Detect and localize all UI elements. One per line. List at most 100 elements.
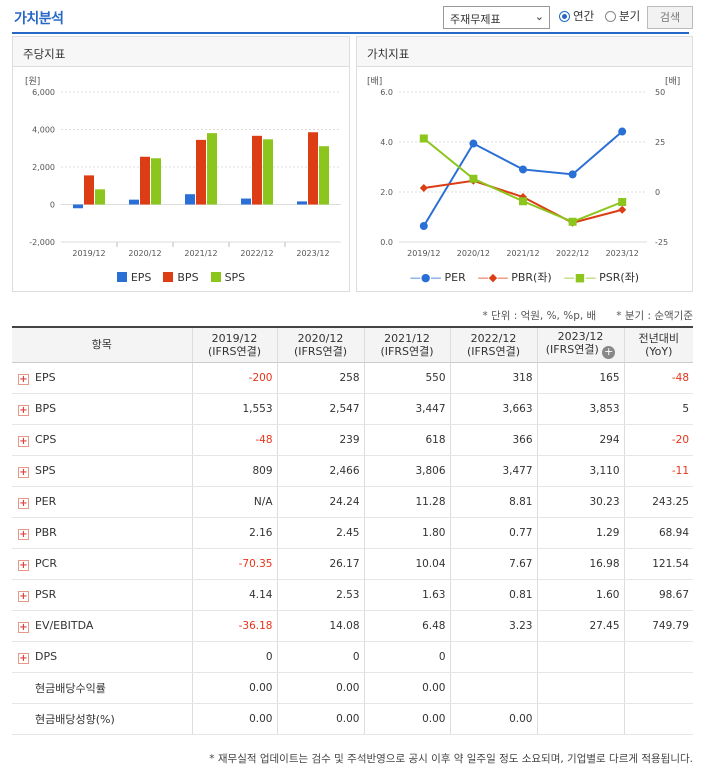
statement-select[interactable]: 주재무제표 ⌄ xyxy=(443,6,550,29)
expand-plus-icon[interactable]: + xyxy=(18,404,29,416)
legend-label: PER xyxy=(444,270,466,284)
row-label-text: 현금배당성향(%) xyxy=(35,712,115,726)
point-per xyxy=(519,165,527,174)
table-cell: 165 xyxy=(537,362,625,394)
table-cell: -36.18 xyxy=(192,610,278,642)
table-cell: 0.77 xyxy=(450,517,538,549)
valuation-legend: —●— PER —◆— PBR(좌) —■— PSR(좌) xyxy=(357,269,692,285)
bar-bps xyxy=(308,132,318,205)
table-cell: -200 xyxy=(192,362,278,394)
bar-bps xyxy=(84,175,94,205)
expand-plus-icon[interactable]: + xyxy=(18,528,29,540)
table-row: + EV/EBITDA -36.18 14.08 6.48 3.23 27.45 749.79 xyxy=(12,610,693,642)
table-cell: 3,110 xyxy=(537,455,625,487)
x-tick-label: 2023/12 xyxy=(296,249,329,258)
bar-sps xyxy=(319,146,329,205)
expand-plus-icon[interactable]: + xyxy=(18,497,29,509)
legend-item[interactable]: EPS xyxy=(116,271,151,284)
legend-item[interactable]: —●— PER xyxy=(410,271,466,284)
valuation-title: 가치지표 xyxy=(357,37,692,67)
bar-eps xyxy=(297,201,307,205)
point-per xyxy=(568,170,577,179)
table-cell: 0 xyxy=(277,641,365,673)
expand-plus-icon[interactable]: + xyxy=(18,652,29,664)
table-cell: 243.25 xyxy=(624,486,693,518)
table-cell: 0.00 xyxy=(192,672,278,704)
table-cell: -48 xyxy=(192,424,278,456)
point-psr xyxy=(469,174,478,183)
expand-plus-icon[interactable]: + xyxy=(602,345,616,360)
legend-item[interactable]: —■— PSR(좌) xyxy=(564,269,639,285)
value-table: 항목 2019/12 (IFRS연결) 2020/12 (IFRS연결) 2021/12(… xyxy=(12,328,693,735)
row-label[interactable]: + EV/EBITDA xyxy=(12,610,193,642)
table-row: + DPS 0 0 0 xyxy=(12,641,693,673)
select-value: 주재무제표 xyxy=(450,13,501,26)
per-share-panel: 주당지표 [원] 6,000 4,000 2,000 0 -2,000 2019/12 202… xyxy=(12,36,350,292)
point-psr xyxy=(568,217,577,226)
point-pbr xyxy=(419,184,428,192)
table-cell: 2.16 xyxy=(192,517,278,549)
table-cell: -11 xyxy=(624,455,693,487)
row-label[interactable]: + CPS xyxy=(12,424,193,456)
table-cell: 1.29 xyxy=(537,517,625,549)
table-cell: 2.45 xyxy=(277,517,365,549)
row-label[interactable]: + PER xyxy=(12,486,193,518)
bar-eps xyxy=(241,198,251,205)
table-cell: 30.23 xyxy=(537,486,625,518)
row-label[interactable]: + PBR xyxy=(12,517,193,549)
row-label[interactable]: + PSR xyxy=(12,579,193,611)
table-cell: 6.48 xyxy=(364,610,451,642)
unit-note: * 단위 : 억원, %, %p, 배 * 분기 : 순액기준 xyxy=(0,308,693,323)
table-cell: 3,477 xyxy=(450,455,538,487)
legend-item[interactable]: BPS xyxy=(163,271,199,284)
expand-plus-icon[interactable]: + xyxy=(18,435,29,447)
expand-plus-icon[interactable]: + xyxy=(18,621,29,633)
row-label[interactable]: + PCR xyxy=(12,548,193,580)
legend-marker: —●— xyxy=(409,270,442,284)
expand-plus-icon[interactable]: + xyxy=(18,590,29,602)
expand-plus-icon[interactable]: + xyxy=(18,559,29,571)
row-label[interactable]: + SPS xyxy=(12,455,193,487)
radio-checked-icon xyxy=(559,10,570,22)
legend-swatch xyxy=(210,272,221,282)
table-row: + SPS 809 2,466 3,806 3,477 3,110 -11 xyxy=(12,455,693,487)
table-cell: 0.00 xyxy=(364,672,451,704)
table-cell: 24.24 xyxy=(277,486,365,518)
expand-plus-icon[interactable]: + xyxy=(18,373,29,385)
bar-eps xyxy=(185,194,195,205)
legend-marker: —■— xyxy=(563,270,597,284)
left-tick-label: 6.0 xyxy=(380,88,393,97)
table-cell: 318 xyxy=(450,362,538,394)
bar-bps xyxy=(196,139,206,205)
table-cell: 7.67 xyxy=(450,548,538,580)
table-cell xyxy=(537,703,625,735)
point-psr xyxy=(419,134,428,143)
row-label[interactable]: + DPS xyxy=(12,641,193,673)
row-label-text: EV/EBITDA xyxy=(35,618,94,632)
row-label[interactable]: + BPS xyxy=(12,393,193,425)
chevron-down-icon: ⌄ xyxy=(534,10,544,23)
radio-annual-label: 연간 xyxy=(573,9,595,23)
row-label[interactable]: + EPS xyxy=(12,362,193,394)
table-cell: 2.53 xyxy=(277,579,365,611)
bar-sps xyxy=(95,189,105,205)
unit-text: * 단위 : 억원, %, %p, 배 xyxy=(482,310,597,322)
row-label-text: PER xyxy=(35,494,57,508)
search-button[interactable]: 검색 xyxy=(647,6,693,29)
point-psr xyxy=(519,197,527,206)
table-cell: 121.54 xyxy=(624,548,693,580)
legend-item[interactable]: —◆— PBR(좌) xyxy=(478,269,552,285)
expand-plus-icon[interactable]: + xyxy=(18,466,29,478)
table-cell: 3,806 xyxy=(364,455,451,487)
point-per xyxy=(469,139,478,148)
right-tick-label: 50 xyxy=(655,88,665,97)
legend-item[interactable]: SPS xyxy=(210,271,245,284)
radio-quarter[interactable]: 분기 xyxy=(605,8,640,24)
table-cell: 0 xyxy=(364,641,451,673)
table-cell: 2,547 xyxy=(277,393,365,425)
table-cell: 0.00 xyxy=(277,672,365,704)
right-tick-label: 0 xyxy=(655,188,660,197)
radio-annual[interactable]: 연간 xyxy=(559,8,594,24)
table-cell xyxy=(624,703,693,735)
